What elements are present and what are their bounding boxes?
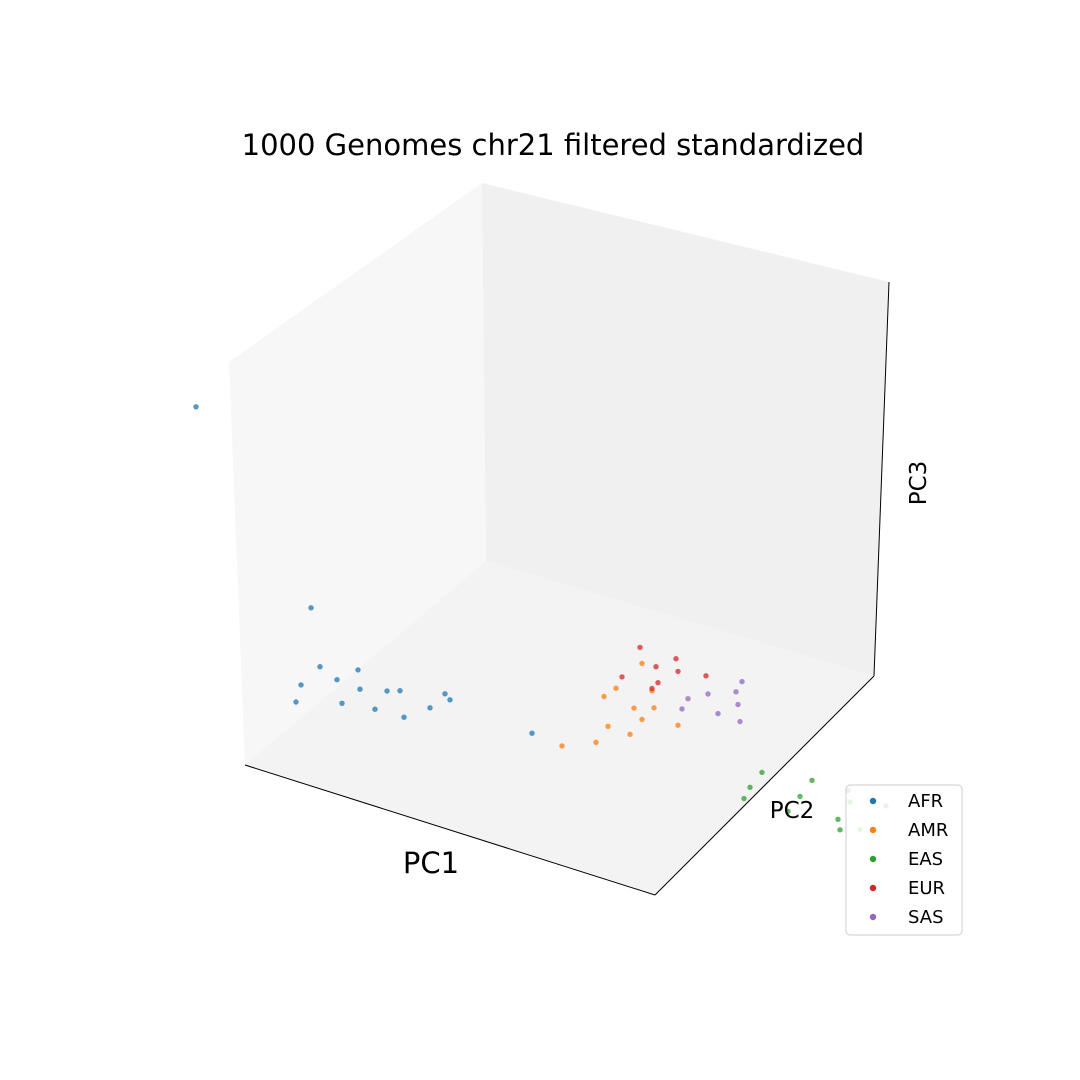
data-point-amr <box>639 716 645 723</box>
data-point-afr <box>401 714 407 720</box>
legend: AFR AMR EAS EUR SAS <box>845 784 963 936</box>
data-point-amr <box>631 705 637 711</box>
data-point-eas <box>759 769 765 776</box>
data-point-amr <box>605 723 611 729</box>
x-axis-label: PC1 <box>403 846 459 880</box>
x-axis-line <box>244 764 656 896</box>
data-point-amr <box>613 685 619 691</box>
data-point-eur <box>653 664 659 670</box>
data-point-afr <box>447 697 453 703</box>
data-point-amr <box>627 731 633 737</box>
legend-label-eas: EAS <box>908 849 943 870</box>
data-point-afr <box>427 705 433 711</box>
data-point-amr <box>559 743 565 749</box>
data-point-eur <box>619 674 625 680</box>
data-point-eas <box>741 795 747 802</box>
data-point-eas <box>835 816 841 822</box>
data-point-sas <box>715 710 721 717</box>
data-point-afr <box>298 682 304 688</box>
data-point-afr <box>293 699 299 705</box>
back-right-pane <box>482 183 889 676</box>
data-point-eur <box>673 656 679 662</box>
data-point-afr <box>339 700 345 706</box>
legend-marker-sas <box>869 913 877 921</box>
legend-marker-eur <box>869 884 877 892</box>
data-point-eas <box>797 793 803 800</box>
data-point-afr <box>357 686 363 692</box>
data-point-afr <box>193 404 199 410</box>
legend-label-sas: SAS <box>908 907 944 928</box>
data-point-eas <box>809 777 815 784</box>
data-point-sas <box>733 689 739 695</box>
data-point-amr <box>593 739 599 745</box>
data-point-eur <box>675 668 681 675</box>
legend-label-eur: EUR <box>908 878 945 899</box>
data-point-afr <box>384 688 390 694</box>
data-point-eas <box>837 827 843 833</box>
y-axis-line <box>654 675 875 896</box>
data-point-sas <box>705 691 711 697</box>
legend-marker-afr <box>869 797 877 805</box>
data-point-afr <box>397 688 403 694</box>
data-point-afr <box>372 706 378 712</box>
legend-label-afr: AFR <box>908 791 943 812</box>
data-point-sas <box>685 696 691 702</box>
data-point-afr <box>442 691 448 697</box>
data-point-amr <box>639 660 645 667</box>
data-point-sas <box>737 718 743 725</box>
back-left-pane <box>229 183 486 765</box>
data-point-afr <box>317 664 323 670</box>
y-axis-label: PC2 <box>770 798 815 824</box>
data-point-amr <box>601 693 607 700</box>
data-point-eur <box>637 644 643 651</box>
chart-title: 1000 Genomes chr21 filtered standardized <box>242 128 865 162</box>
legend-marker-eas <box>869 855 877 863</box>
data-point-eur <box>703 673 709 679</box>
data-point-afr <box>308 605 314 611</box>
axes-3d <box>229 183 890 896</box>
z-axis-label: PC3 <box>906 461 932 506</box>
data-point-eur <box>655 680 661 686</box>
data-point-afr <box>334 677 340 683</box>
data-point-afr <box>355 667 361 673</box>
data-point-sas <box>679 706 685 712</box>
data-point-sas <box>739 678 745 685</box>
data-point-sas <box>735 701 741 708</box>
data-point-amr <box>651 705 657 711</box>
data-point-eas <box>785 808 791 814</box>
legend-frame <box>845 784 963 936</box>
floor-pane <box>245 561 874 895</box>
data-point-eur <box>649 685 655 692</box>
data-point-eas <box>747 784 753 790</box>
legend-label-amr: AMR <box>908 820 948 841</box>
data-point-afr <box>529 730 535 736</box>
legend-marker-amr <box>869 826 877 834</box>
data-point-amr <box>675 722 681 728</box>
z-axis-line <box>873 281 890 677</box>
